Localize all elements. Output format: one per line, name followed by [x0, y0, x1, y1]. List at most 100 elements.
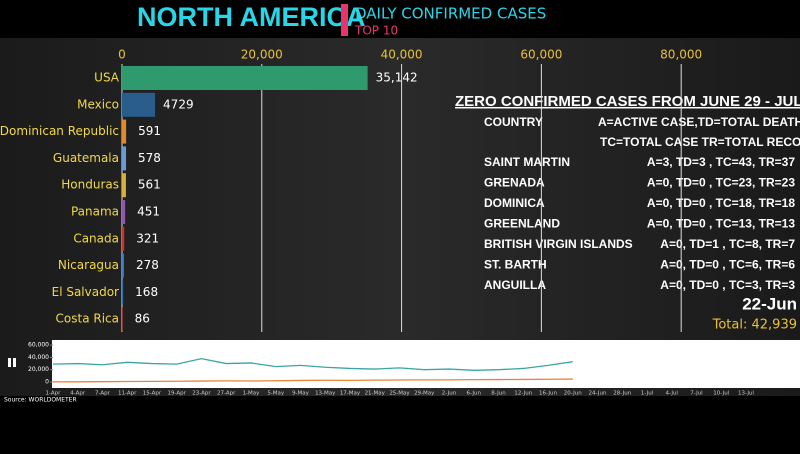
bar: [122, 66, 368, 90]
header-divider: [341, 4, 348, 36]
panel-stats: A=3, TD=3 , TC=43, TR=37: [647, 155, 795, 169]
x-tick-label: 13-May: [315, 391, 336, 397]
panel-stats: A=0, TD=0 , TC=13, TR=13: [647, 217, 795, 231]
y-tick-label: 40,000: [28, 354, 49, 361]
x-tick-label: 4-Jul: [666, 391, 679, 397]
x-tick-label: 19-Apr: [168, 391, 187, 397]
info-panel: ZERO CONFIRMED CASES FROM JUNE 29 - JULY…: [455, 93, 800, 292]
panel-stats: A=0, TD=0 , TC=3, TR=3: [660, 278, 795, 292]
value-label: 321: [136, 231, 159, 245]
header-subtitle: DAILY CONFIRMED CASES: [355, 5, 546, 23]
x-tick-label: 17-May: [340, 391, 361, 397]
x-tick-label: 80,000: [660, 48, 702, 62]
category-label: Honduras: [61, 178, 119, 192]
value-label: 168: [135, 285, 158, 299]
value-label: 451: [137, 205, 160, 219]
value-label: 561: [138, 178, 161, 192]
bar: [122, 119, 127, 144]
bar: [122, 280, 124, 305]
panel-stats: A=0, TD=0 , TC=18, TR=18: [647, 196, 795, 210]
y-tick-label: 20,000: [28, 366, 49, 373]
series-line: [52, 357, 573, 371]
bar: [122, 253, 124, 278]
x-tick-label: 1-Apr: [46, 391, 62, 397]
category-label: Mexico: [77, 97, 119, 111]
category-label: Panama: [71, 205, 119, 219]
bar: [122, 92, 156, 117]
x-tick-label: 0: [118, 48, 126, 62]
pause-icon[interactable]: [13, 358, 16, 367]
bar: [122, 307, 123, 332]
panel-country: BRITISH VIRGIN ISLANDS: [484, 237, 633, 251]
x-tick-label: 24-Jun: [589, 391, 607, 397]
y-tick-label: 0: [45, 379, 49, 386]
header-bar: [0, 0, 800, 38]
panel-stats: A=0, TD=1 , TC=8, TR=7: [660, 237, 795, 251]
category-label: Guatemala: [53, 151, 119, 165]
category-label: Canada: [73, 231, 119, 245]
panel-title: ZERO CONFIRMED CASES FROM JUNE 29 - JULY…: [455, 93, 800, 110]
total-label: Total: 42,939: [712, 318, 797, 333]
x-tick-label: 21-May: [365, 391, 386, 397]
x-tick-label: 7-Apr: [95, 391, 111, 397]
x-tick-label: 20,000: [241, 48, 283, 62]
panel-country: SAINT MARTIN: [484, 155, 570, 169]
bar: [122, 173, 126, 198]
x-tick-label: 20-Jun: [564, 391, 582, 397]
x-tick-label: 23-Apr: [192, 391, 211, 397]
panel-country: DOMINICA: [484, 196, 545, 210]
header-tag: TOP 10: [354, 24, 398, 38]
x-tick-label: 8-Jun: [491, 391, 506, 397]
value-label: 591: [138, 124, 161, 138]
category-label: Dominican Republic: [0, 124, 119, 138]
x-tick-label: 1-Jul: [641, 391, 654, 397]
x-tick-label: 9-May: [292, 391, 310, 397]
x-tick-label: 11-Apr: [118, 391, 137, 397]
panel-country: ST. BARTH: [484, 258, 547, 272]
panel-country: ANGUILLA: [484, 278, 546, 292]
x-tick-label: 1-May: [243, 391, 261, 397]
x-tick-label: 40,000: [381, 48, 423, 62]
value-label: 4729: [163, 97, 194, 111]
category-label: Nicaragua: [58, 258, 119, 272]
x-tick-label: 16-Jun: [539, 391, 557, 397]
category-label: Costa Rica: [56, 312, 119, 326]
panel-column-header: COUNTRY: [484, 115, 543, 129]
x-tick-label: 6-Jun: [467, 391, 482, 397]
x-tick-label: 2-Jun: [442, 391, 457, 397]
panel-country: GREENLAND: [484, 217, 560, 231]
footer-bar: [0, 396, 800, 450]
x-tick-label: 60,000: [520, 48, 562, 62]
value-label: 35,142: [376, 71, 418, 85]
panel-legend: A=ACTIVE CASE,TD=TOTAL DEATH: [598, 115, 800, 129]
x-tick-label: 5-May: [267, 391, 285, 397]
y-tick-label: 60,000: [28, 342, 49, 349]
bar: [122, 200, 126, 224]
x-tick-label: 27-Apr: [217, 391, 236, 397]
source: Source: WORLDOMETER: [4, 397, 77, 404]
panel-legend: TC=TOTAL CASE TR=TOTAL RECOVERED: [600, 135, 800, 149]
bar: [122, 146, 127, 171]
value-label: 578: [138, 151, 161, 165]
x-tick-label: 12-Jun: [514, 391, 532, 397]
panel-stats: A=0, TD=0 , TC=6, TR=6: [660, 258, 795, 272]
x-tick-label: 28-Jun: [613, 391, 631, 397]
value-label: 86: [135, 312, 150, 326]
header-title: NORTH AMERICA: [137, 2, 366, 32]
x-tick-label: 29-May: [414, 391, 435, 397]
x-tick-label: 10-Jul: [713, 391, 729, 397]
panel-stats: A=0, TD=0 , TC=23, TR=23: [647, 176, 795, 190]
x-tick-label: 4-Apr: [70, 391, 86, 397]
value-label: 278: [136, 258, 159, 272]
x-tick-label: 7-Jul: [690, 391, 703, 397]
pause-icon[interactable]: [8, 358, 11, 367]
series-line: [52, 378, 573, 383]
date-label: 22-Jun: [742, 294, 797, 313]
x-tick-label: 15-Apr: [143, 391, 162, 397]
bar: [122, 226, 125, 251]
x-tick-label: 25-May: [389, 391, 410, 397]
category-label: El Salvador: [52, 285, 119, 299]
x-tick-label: 13-Jul: [738, 391, 754, 397]
category-label: USA: [94, 71, 120, 85]
